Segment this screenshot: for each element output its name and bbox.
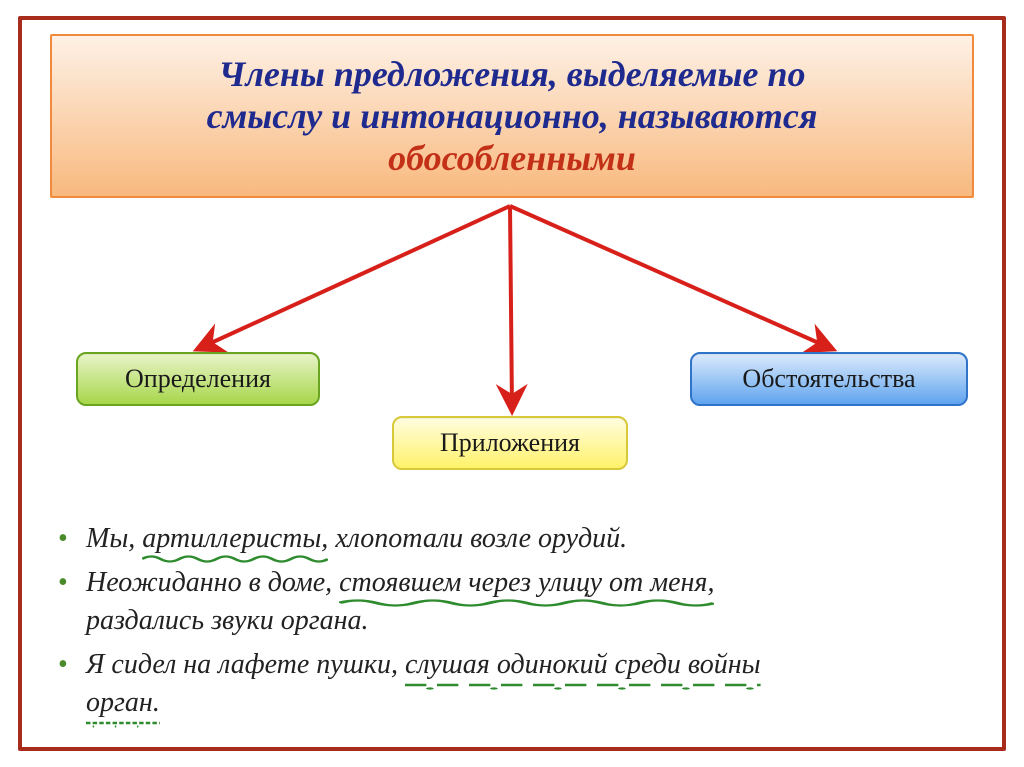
branch-middle-label: Приложения bbox=[440, 428, 580, 458]
branch-right: Обстоятельства bbox=[690, 352, 968, 406]
ex3-under-text: слушая одинокий среди войны bbox=[405, 649, 761, 680]
ex1-post: хлопотали возле орудий. bbox=[328, 523, 627, 554]
ex2-under-text: стоявшем через улицу от меня, bbox=[339, 567, 714, 598]
branch-right-label: Обстоятельства bbox=[742, 364, 915, 394]
ex3-under: слушая одинокий среди войны bbox=[405, 646, 761, 684]
examples-list: Мы, артиллеристы, хлопотали возле орудий… bbox=[50, 520, 980, 728]
title-box: Члены предложения, выделяемые по смыслу … bbox=[50, 34, 974, 198]
example-2: Неожиданно в доме, стоявшем через улицу … bbox=[50, 564, 980, 640]
ex2-post2: раздались звуки органа. bbox=[86, 605, 369, 636]
ex3-under2: орган. bbox=[86, 684, 160, 722]
branch-left: Определения bbox=[76, 352, 320, 406]
branch-middle: Приложения bbox=[392, 416, 628, 470]
ex3-under2-text: орган. bbox=[86, 687, 160, 718]
ex1-pre: Мы, bbox=[86, 523, 142, 554]
title-line-1: Члены предложения, выделяемые по bbox=[219, 53, 806, 95]
ex1-under: артиллеристы, bbox=[142, 520, 328, 558]
title-line-2: смыслу и интонационно, называются bbox=[207, 95, 818, 137]
example-3: Я сидел на лафете пушки, слушая одинокий… bbox=[50, 646, 980, 722]
branch-left-label: Определения bbox=[125, 364, 271, 394]
ex2-under: стоявшем через улицу от меня, bbox=[339, 564, 714, 602]
title-emphasis: обособленными bbox=[388, 137, 636, 179]
ex3-pre: Я сидел на лафете пушки, bbox=[86, 649, 405, 680]
ex2-pre: Неожиданно в доме, bbox=[86, 567, 339, 598]
example-1: Мы, артиллеристы, хлопотали возле орудий… bbox=[50, 520, 980, 558]
ex1-under-text: артиллеристы, bbox=[142, 523, 328, 554]
